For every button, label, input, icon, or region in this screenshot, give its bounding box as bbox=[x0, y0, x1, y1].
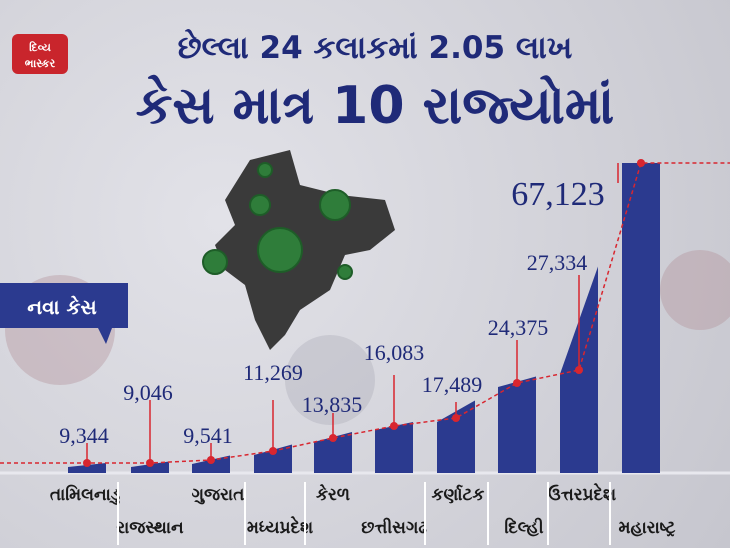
bar bbox=[375, 422, 413, 473]
data-point-marker bbox=[390, 422, 398, 430]
virus-icon bbox=[202, 162, 353, 280]
data-label: 24,375 bbox=[488, 315, 549, 340]
category-label: કર્ણાટક bbox=[432, 484, 485, 505]
data-label: 16,083 bbox=[364, 340, 425, 365]
data-point-marker bbox=[269, 447, 277, 455]
background-virus-icon bbox=[5, 250, 730, 425]
data-label: 67,123 bbox=[511, 176, 605, 213]
data-label: 11,269 bbox=[243, 360, 303, 385]
legend-tag-label: નવા કેસ bbox=[27, 295, 97, 319]
category-label: રાજસ્થાન bbox=[116, 518, 184, 538]
data-label: 27,334 bbox=[527, 250, 588, 275]
data-point-marker bbox=[146, 459, 154, 467]
category-label: દિલ્હી bbox=[504, 517, 543, 538]
category-label: તામિલનાડુ bbox=[50, 484, 120, 505]
bar bbox=[498, 376, 536, 473]
category-label: મહારાષ્ટ્ર bbox=[619, 518, 676, 538]
data-point-marker bbox=[207, 456, 215, 464]
bar bbox=[131, 461, 169, 473]
headline-line1: છેલ્લા 24 કલાકમાં 2.05 લાખ bbox=[178, 29, 573, 66]
bar bbox=[254, 444, 292, 473]
india-map-icon bbox=[215, 150, 395, 350]
bar bbox=[314, 432, 352, 473]
data-label: 9,046 bbox=[123, 380, 173, 405]
logo-line1: દિવ્ય bbox=[29, 40, 51, 54]
category-label: મધ્યપ્રદેશ bbox=[247, 515, 313, 538]
data-labels: 9,344 9,046 9,541 11,269 13,835 16,083 17,489 2… bbox=[59, 176, 605, 448]
data-label: 17,489 bbox=[422, 372, 483, 397]
headline-line2: કેસ માત્ર 10 રાજ્યોમાં bbox=[136, 74, 615, 136]
category-label: છત્તીસગઢ bbox=[361, 517, 427, 538]
data-point-marker bbox=[452, 414, 460, 422]
bar bbox=[68, 463, 106, 473]
trend-line bbox=[0, 159, 730, 467]
category-label: ઉત્તરપ્રદેશ bbox=[548, 482, 616, 505]
data-label: 9,344 bbox=[59, 423, 109, 448]
category-label: ગુજરાત bbox=[192, 485, 245, 505]
bars bbox=[68, 163, 660, 473]
legend-tag: નવા કેસ bbox=[0, 283, 128, 344]
data-point-marker bbox=[575, 366, 583, 374]
data-point-marker bbox=[513, 379, 521, 387]
bar bbox=[622, 163, 660, 473]
data-point-marker bbox=[329, 434, 337, 442]
category-label: કેરળ bbox=[316, 483, 350, 505]
divya-bhaskar-logo: દિવ્ય ભાસ્કર bbox=[12, 34, 68, 74]
data-point-marker bbox=[83, 459, 91, 467]
data-label: 13,835 bbox=[302, 392, 363, 417]
trend-dashed-line bbox=[0, 162, 730, 464]
data-point-marker bbox=[637, 159, 645, 167]
bar bbox=[192, 455, 230, 473]
category-labels: તામિલનાડુ રાજસ્થાન ગુજરાતમધ્યપ્રદેશકેરળ છત્… bbox=[50, 482, 676, 545]
logo-line2: ભાસ્કર bbox=[25, 57, 56, 70]
data-label: 9,541 bbox=[183, 423, 233, 448]
